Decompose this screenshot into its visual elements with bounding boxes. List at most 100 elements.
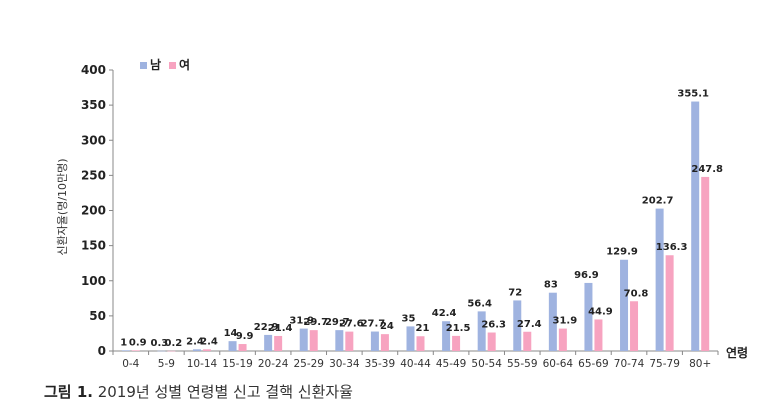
data-label: 21 [416, 323, 430, 334]
bar-female-60-64 [558, 328, 567, 351]
x-tick-label: 75-79 [649, 358, 680, 370]
bar-female-70-74 [630, 301, 639, 351]
x-axis-title: 연령 [726, 345, 748, 360]
data-label: 136.3 [656, 242, 688, 253]
x-tick-label: 30-34 [329, 358, 360, 370]
bar-female-25-29 [309, 330, 318, 351]
y-tick-label: 400 [81, 63, 106, 77]
data-label: 83 [544, 280, 558, 291]
bar-male-55-59 [513, 300, 522, 351]
bar-female-10-14 [202, 349, 211, 351]
data-label: 21.5 [446, 323, 471, 334]
bar-male-5-9 [157, 350, 166, 352]
bar-female-75-79 [665, 255, 674, 351]
x-tick-label: 15-19 [222, 358, 253, 370]
x-axis: 0-4 5-9 10-14 15-19 20-24 25-29 30-34 35-39 40-4… [112, 350, 719, 370]
x-tick-label: 45-49 [436, 358, 467, 370]
y-axis: 0 50 100 150 200 250 300 350 400 [81, 63, 114, 358]
y-tick-label: 50 [89, 309, 106, 323]
bar-male-40-44 [406, 326, 415, 351]
x-tick-label: 55-59 [507, 358, 538, 370]
y-tick-label: 250 [81, 168, 106, 182]
bar-female-15-19 [238, 344, 247, 351]
bar-chart: 0 50 100 150 200 250 300 350 400 0-4 5-9 10-14 15-1… [56, 57, 748, 370]
legend-label: 남 [150, 57, 161, 72]
data-label: 31.9 [289, 316, 314, 327]
data-label: 0.2 [165, 338, 183, 349]
data-label: 9.9 [236, 331, 254, 342]
bar-female-20-24 [274, 335, 283, 351]
data-label: 27.4 [517, 319, 542, 330]
y-tick-label: 0 [98, 344, 106, 358]
x-tick-label: 0-4 [122, 358, 139, 370]
data-label: 27.7 [361, 319, 386, 330]
bars [121, 101, 710, 352]
caption-label: 그림 1. [44, 383, 93, 401]
y-tick-label: 200 [81, 204, 106, 218]
bar-male-15-19 [228, 341, 237, 351]
figure-caption: 그림 1. 2019년 성별 연령별 신고 결핵 신환자율 [44, 381, 353, 402]
legend-swatch-female [169, 62, 176, 69]
data-label: 42.4 [432, 308, 457, 319]
x-tick-label: 60-64 [543, 358, 574, 370]
data-label: 31.9 [553, 316, 578, 327]
x-tick-label: 35-39 [365, 358, 396, 370]
data-label: 2.4 [200, 336, 218, 347]
bar-male-10-14 [192, 349, 201, 351]
data-label: 0.3 [151, 338, 169, 349]
bar-male-45-49 [442, 321, 451, 351]
data-label: 1 [120, 337, 127, 348]
bar-male-75-79 [655, 208, 664, 351]
data-label: 24 [380, 321, 394, 332]
bar-female-0-4 [131, 350, 140, 351]
x-tick-label: 25-29 [293, 358, 324, 370]
y-axis-title: 신환자율(명/10만명) [56, 158, 69, 255]
bar-male-0-4 [121, 350, 130, 351]
data-label: 14 [224, 328, 238, 339]
y-tick-label: 150 [81, 239, 106, 253]
data-label: 21.4 [268, 323, 293, 334]
legend-label: 여 [179, 57, 190, 72]
bar-male-25-29 [299, 328, 308, 351]
bar-male-20-24 [264, 334, 273, 351]
x-tick-label: 70-74 [614, 358, 645, 370]
bar-female-5-9 [167, 350, 176, 352]
x-tick-label: 40-44 [400, 358, 431, 370]
data-label: 129.9 [606, 247, 638, 258]
bar-female-50-54 [487, 332, 496, 351]
bar-female-30-34 [345, 331, 354, 351]
legend-swatch-male [140, 62, 147, 69]
data-label: 96.9 [574, 270, 599, 281]
x-tick-label: 20-24 [258, 358, 289, 370]
data-label: 29.7 [303, 317, 328, 328]
data-label: 2.4 [186, 336, 204, 347]
bar-female-55-59 [523, 331, 532, 351]
bar-male-80+ [691, 101, 700, 351]
data-label: 247.8 [691, 164, 723, 175]
bar-female-80+ [701, 176, 710, 351]
bar-male-60-64 [548, 292, 557, 351]
y-tick-label: 100 [81, 274, 106, 288]
caption-text: 2019년 성별 연령별 신고 결핵 신환자율 [97, 383, 353, 401]
data-label: 27.6 [339, 319, 364, 330]
x-tick-label: 65-69 [578, 358, 609, 370]
data-label: 355.1 [677, 89, 709, 100]
bar-male-65-69 [584, 282, 593, 351]
data-label: 44.9 [588, 306, 613, 317]
bar-male-30-34 [335, 330, 344, 351]
data-label: 56.4 [467, 298, 492, 309]
data-label: 29.7 [325, 317, 350, 328]
bar-female-40-44 [416, 336, 425, 351]
bar-female-35-39 [380, 334, 389, 351]
data-label: 35 [402, 313, 416, 324]
x-tick-label: 10-14 [187, 358, 218, 370]
y-tick-label: 350 [81, 98, 106, 112]
data-label: 70.8 [624, 288, 649, 299]
x-tick-label: 5-9 [158, 358, 175, 370]
x-tick-label: 80+ [689, 358, 711, 370]
bar-male-50-54 [477, 311, 486, 351]
y-tick-label: 300 [81, 133, 106, 147]
bar-male-35-39 [370, 331, 379, 351]
data-label: 0.9 [129, 337, 147, 348]
